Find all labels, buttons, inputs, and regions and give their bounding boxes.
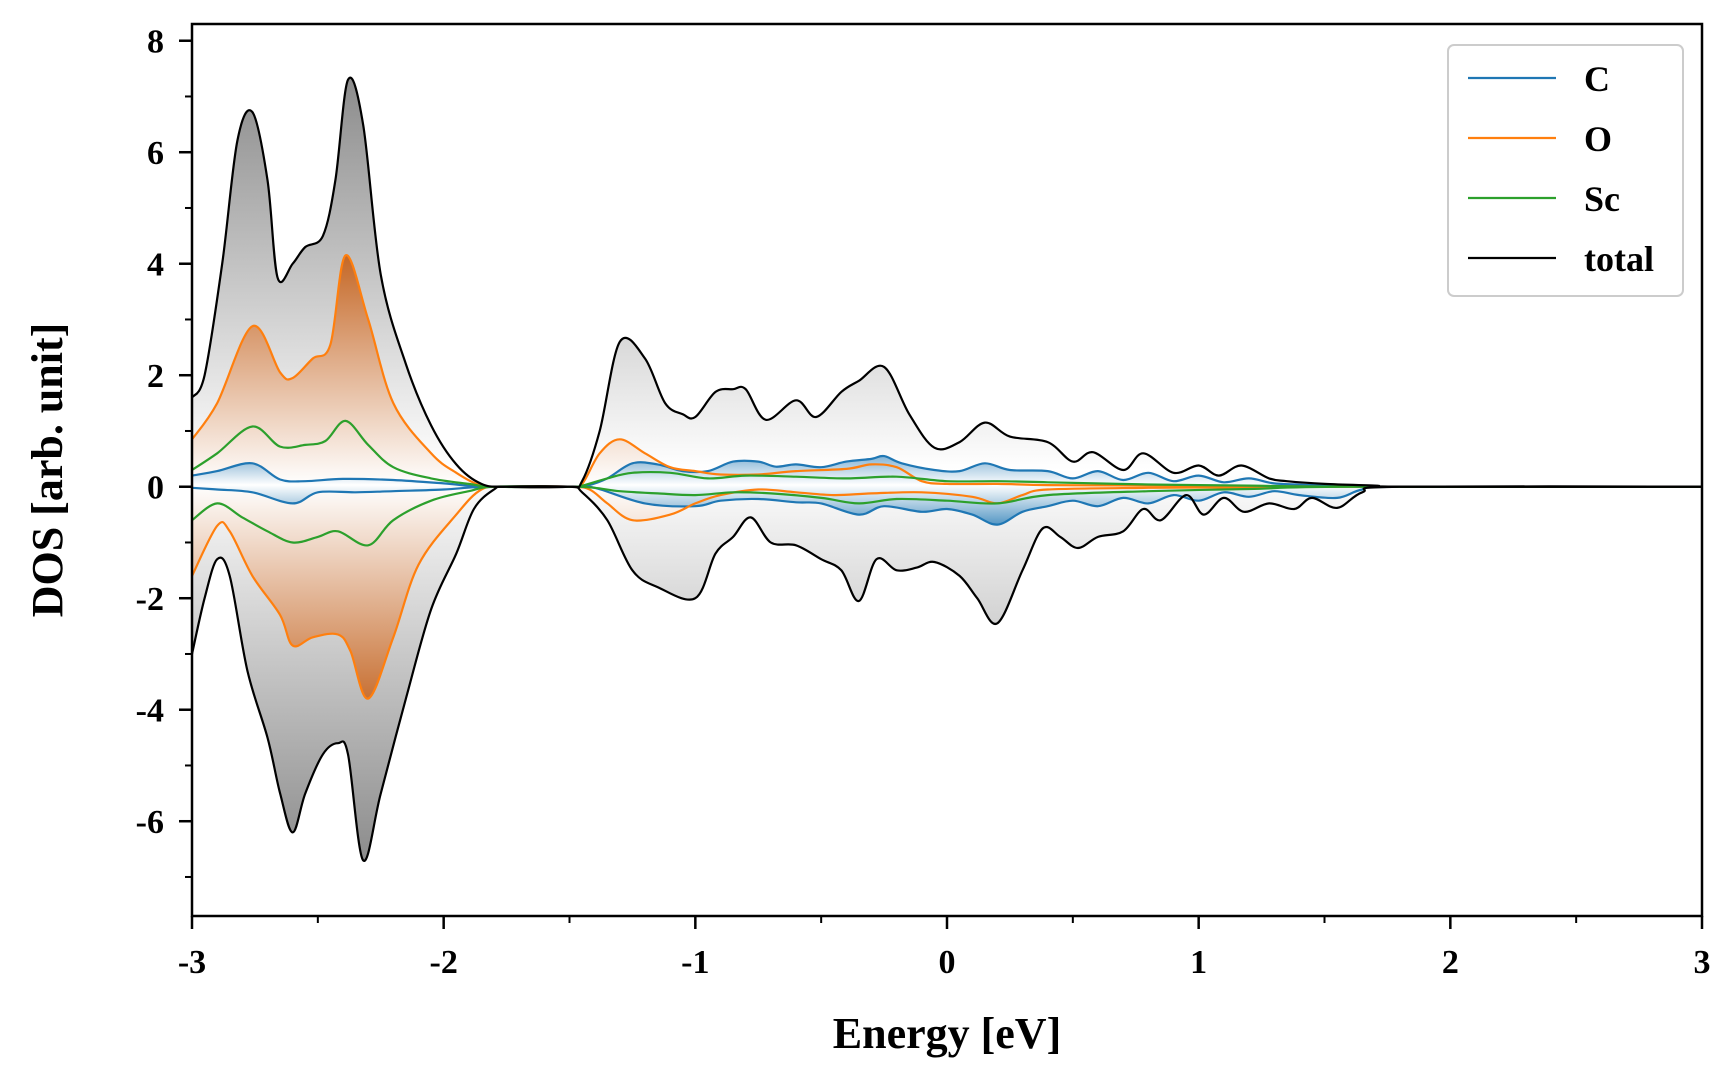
x-tick-label: -1 (681, 944, 709, 981)
line-o-up (192, 254, 1702, 489)
legend: CO Sc total (1447, 44, 1684, 297)
line-total-up (192, 76, 1702, 489)
legend-label-sc: Sc (1584, 179, 1620, 219)
y-axis-title: DOS [arb. unit] (23, 323, 72, 618)
legend-label-o: O (1584, 119, 1612, 159)
x-tick-label: 1 (1190, 944, 1207, 981)
line-c-down (192, 485, 1702, 526)
legend-label-total: total (1584, 239, 1654, 279)
fill-c-down (192, 486, 1702, 525)
dos-lines (192, 76, 1702, 862)
x-tick-label: -3 (178, 944, 206, 981)
x-tick-label: 2 (1442, 944, 1459, 981)
x-axis-title: Energy [eV] (833, 1009, 1062, 1058)
x-tick-label: 0 (939, 944, 956, 981)
y-tick-label: -2 (136, 581, 164, 618)
x-tick-label: 3 (1694, 944, 1711, 981)
y-tick-label: -4 (136, 693, 164, 730)
line-c-up (192, 454, 1702, 488)
line-sc-up (192, 419, 1702, 489)
y-tick-label: 8 (147, 24, 164, 61)
legend-frame (1447, 44, 1684, 297)
line-total-down (192, 485, 1702, 862)
fill-o-down (192, 486, 1702, 699)
y-tick-label: 4 (147, 247, 164, 284)
y-tick-label: -6 (136, 804, 164, 841)
x-tick-label: -2 (430, 944, 458, 981)
fill-o-up (192, 255, 1702, 488)
line-sc-down (192, 485, 1702, 547)
line-o-down (192, 485, 1702, 700)
axis-ticks: -3 -2 -1 0 1 2 3 -6 -4 -2 0 2 4 6 8 (136, 24, 1711, 981)
y-tick-label: 0 (147, 470, 164, 507)
legend-label-c: C (1584, 59, 1610, 99)
y-tick-label: 2 (147, 358, 164, 395)
y-tick-label: 6 (147, 135, 164, 172)
